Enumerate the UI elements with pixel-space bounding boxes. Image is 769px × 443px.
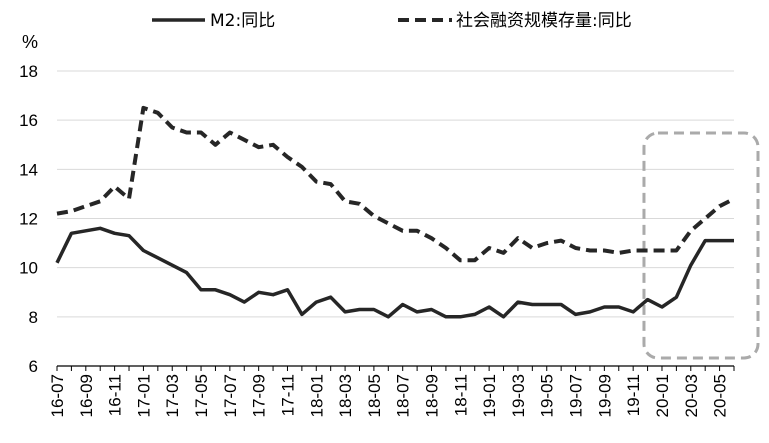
x-axis: 16-07 16-09 16-11 17-01 17-03 17-05 17-07 17-09…	[48, 365, 735, 417]
highlight-box	[642, 131, 760, 360]
x-tick-label: 18-05	[365, 374, 384, 417]
x-tick-label: 19-07	[567, 374, 586, 417]
x-tick-label: 20-03	[682, 374, 701, 417]
x-tick-label: 19-05	[538, 374, 557, 417]
x-tick-label: 19-01	[480, 374, 499, 417]
y-tick-label: 18	[19, 62, 38, 81]
x-tick-label: 18-03	[336, 374, 355, 417]
x-tick-label: 18-09	[423, 374, 442, 417]
x-tick-label: 17-07	[221, 374, 240, 417]
y-tick-label: 14	[19, 160, 38, 179]
x-tick-label: 17-03	[163, 374, 182, 417]
y-tick-label: 10	[19, 259, 38, 278]
x-tick-label: 16-09	[77, 374, 96, 417]
y-tick-label: 6	[29, 357, 38, 376]
y-tick-label: 12	[19, 210, 38, 229]
x-tick-label: 17-01	[134, 374, 153, 417]
x-tick-label: 19-03	[509, 374, 528, 417]
legend-label-m2: M2:同比	[210, 11, 275, 31]
legend-label-social-financing: 社会融资规模存量:同比	[456, 11, 632, 31]
x-tick-label: 20-05	[711, 374, 730, 417]
y-tick-label: 8	[29, 308, 38, 327]
x-tick-label: 18-07	[394, 374, 413, 417]
x-tick-label: 16-07	[48, 374, 67, 417]
x-tick-label: 20-01	[653, 374, 672, 417]
x-tick-label: 19-11	[624, 374, 643, 416]
series-line-social-financing	[56, 105, 735, 263]
x-tick-label: 19-09	[595, 374, 614, 417]
x-tick-label: 16-11	[106, 374, 125, 416]
legend: M2:同比 社会融资规模存量:同比	[152, 11, 632, 31]
series-lines	[55, 105, 735, 319]
x-tick-label: 17-05	[192, 374, 211, 417]
x-tick-label: 17-09	[250, 374, 269, 417]
series-line-m2	[55, 226, 734, 319]
gridlines	[57, 70, 734, 318]
x-tick-label: 17-11	[278, 374, 297, 416]
x-tick-label: 18-01	[307, 374, 326, 417]
highlight-region	[642, 131, 760, 360]
y-unit-label: %	[22, 32, 38, 52]
x-tick-label: 18-11	[451, 374, 470, 416]
y-tick-label: 16	[19, 111, 38, 130]
y-axis: 6 8 10 12 14 16 18	[19, 62, 38, 376]
